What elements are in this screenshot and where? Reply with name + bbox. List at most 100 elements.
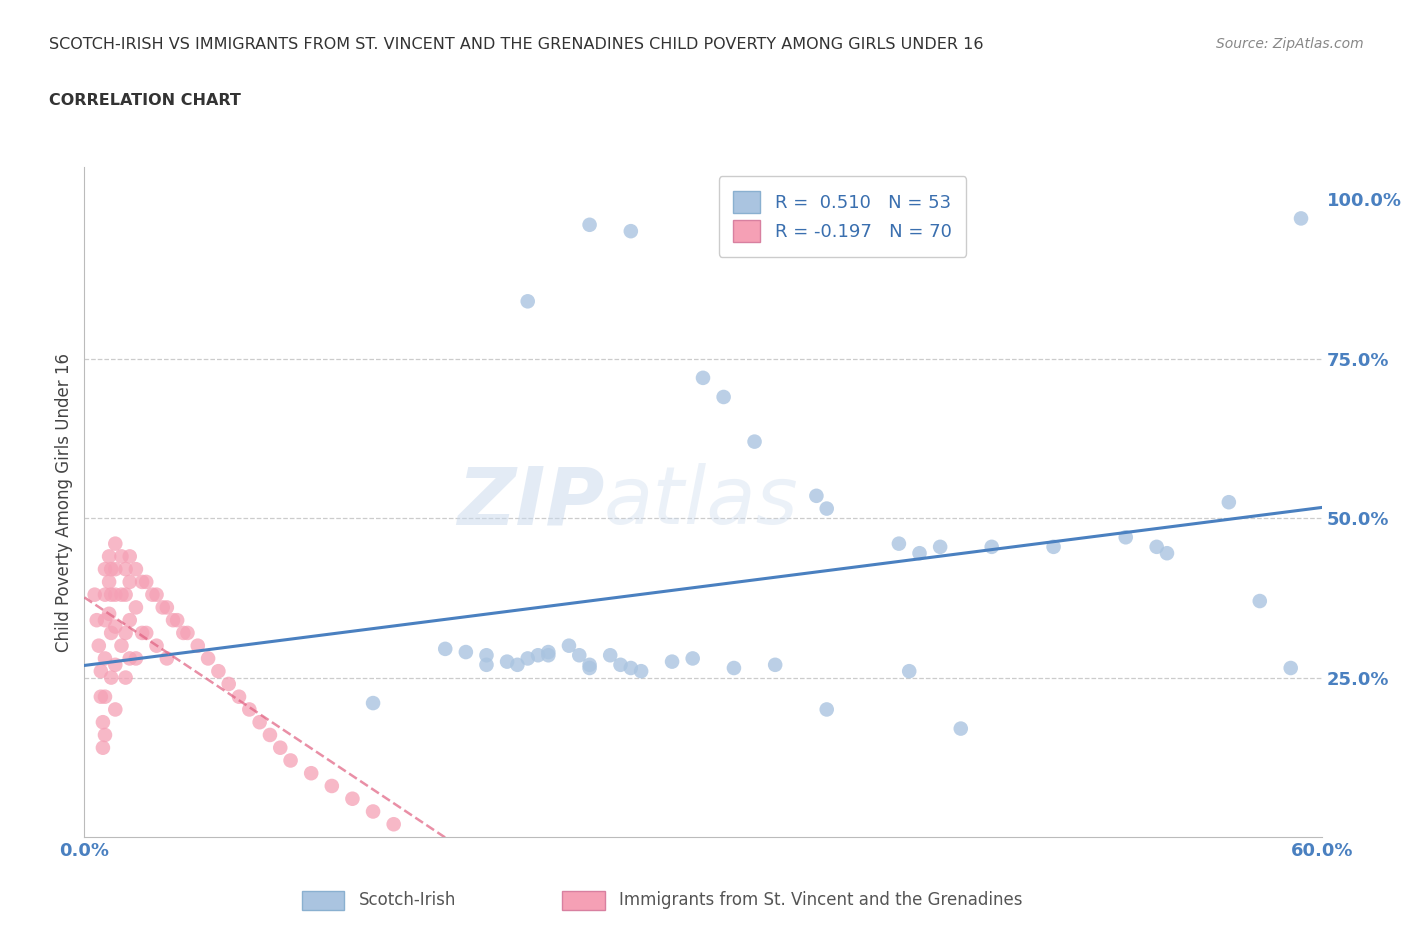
Point	[118, 613, 141, 628]
Point	[259, 727, 281, 742]
Point	[104, 537, 127, 551]
Point	[110, 587, 132, 602]
Point	[162, 613, 184, 628]
Point	[114, 626, 136, 641]
Point	[131, 626, 153, 641]
Point	[207, 664, 229, 679]
Point	[104, 587, 127, 602]
Point	[527, 648, 550, 663]
Point	[321, 778, 343, 793]
Point	[299, 765, 322, 780]
Point	[1289, 211, 1312, 226]
Point	[94, 562, 117, 577]
Point	[980, 539, 1002, 554]
Point	[434, 642, 457, 657]
Point	[100, 671, 122, 685]
Point	[90, 689, 112, 704]
Point	[110, 549, 132, 564]
Point	[682, 651, 704, 666]
Point	[125, 651, 148, 666]
Point	[744, 434, 766, 449]
Point	[815, 501, 838, 516]
Point	[578, 660, 600, 675]
Point	[145, 638, 167, 653]
Point	[630, 664, 652, 679]
Point	[815, 702, 838, 717]
Point	[929, 539, 952, 554]
Point	[1115, 530, 1137, 545]
Point	[1279, 660, 1302, 675]
Point	[516, 294, 538, 309]
Point	[94, 689, 117, 704]
Y-axis label: Child Poverty Among Girls Under 16: Child Poverty Among Girls Under 16	[55, 352, 73, 652]
Point	[98, 606, 121, 621]
Point	[620, 224, 643, 239]
Point	[100, 587, 122, 602]
Point	[90, 664, 112, 679]
Text: ZIP: ZIP	[457, 463, 605, 541]
Point	[806, 488, 828, 503]
Point	[94, 587, 117, 602]
Point	[568, 648, 591, 663]
Point	[609, 658, 631, 672]
Point	[1156, 546, 1178, 561]
Point	[83, 587, 105, 602]
Point	[94, 651, 117, 666]
Point	[118, 575, 141, 590]
Point	[506, 658, 529, 672]
Point	[537, 648, 560, 663]
Point	[104, 619, 127, 634]
Text: CORRELATION CHART: CORRELATION CHART	[49, 93, 240, 108]
Point	[98, 575, 121, 590]
Point	[141, 587, 163, 602]
Point	[197, 651, 219, 666]
Point	[496, 654, 519, 669]
Point	[361, 804, 384, 819]
Point	[152, 600, 174, 615]
Point	[156, 600, 179, 615]
Point	[249, 715, 271, 730]
Point	[475, 648, 498, 663]
Point	[280, 753, 302, 768]
Point	[94, 613, 117, 628]
Point	[166, 613, 188, 628]
Point	[91, 740, 114, 755]
Point	[131, 575, 153, 590]
Text: atlas: atlas	[605, 463, 799, 541]
Point	[516, 651, 538, 666]
Point	[558, 638, 581, 653]
Point	[118, 651, 141, 666]
Point	[1042, 539, 1064, 554]
Point	[713, 390, 735, 405]
Point	[692, 370, 714, 385]
Point	[135, 626, 157, 641]
Point	[114, 562, 136, 577]
Point	[361, 696, 384, 711]
Point	[114, 587, 136, 602]
Point	[382, 817, 405, 831]
Point	[104, 702, 127, 717]
Point	[125, 600, 148, 615]
Point	[620, 660, 643, 675]
Text: Source: ZipAtlas.com: Source: ZipAtlas.com	[1216, 37, 1364, 51]
Point	[887, 537, 910, 551]
Point	[100, 626, 122, 641]
Point	[342, 791, 364, 806]
Point	[218, 676, 240, 691]
Point	[87, 638, 110, 653]
Point	[94, 727, 117, 742]
Point	[228, 689, 250, 704]
Point	[135, 575, 157, 590]
Point	[98, 549, 121, 564]
Text: Immigrants from St. Vincent and the Grenadines: Immigrants from St. Vincent and the Gren…	[619, 891, 1022, 910]
Point	[86, 613, 108, 628]
Point	[898, 664, 921, 679]
Legend: R =  0.510   N = 53, R = -0.197   N = 70: R = 0.510 N = 53, R = -0.197 N = 70	[718, 177, 966, 257]
Text: Scotch-Irish: Scotch-Irish	[359, 891, 456, 910]
Point	[110, 638, 132, 653]
Point	[763, 658, 786, 672]
Point	[1218, 495, 1240, 510]
Point	[172, 626, 194, 641]
Point	[238, 702, 260, 717]
Point	[1249, 593, 1271, 608]
